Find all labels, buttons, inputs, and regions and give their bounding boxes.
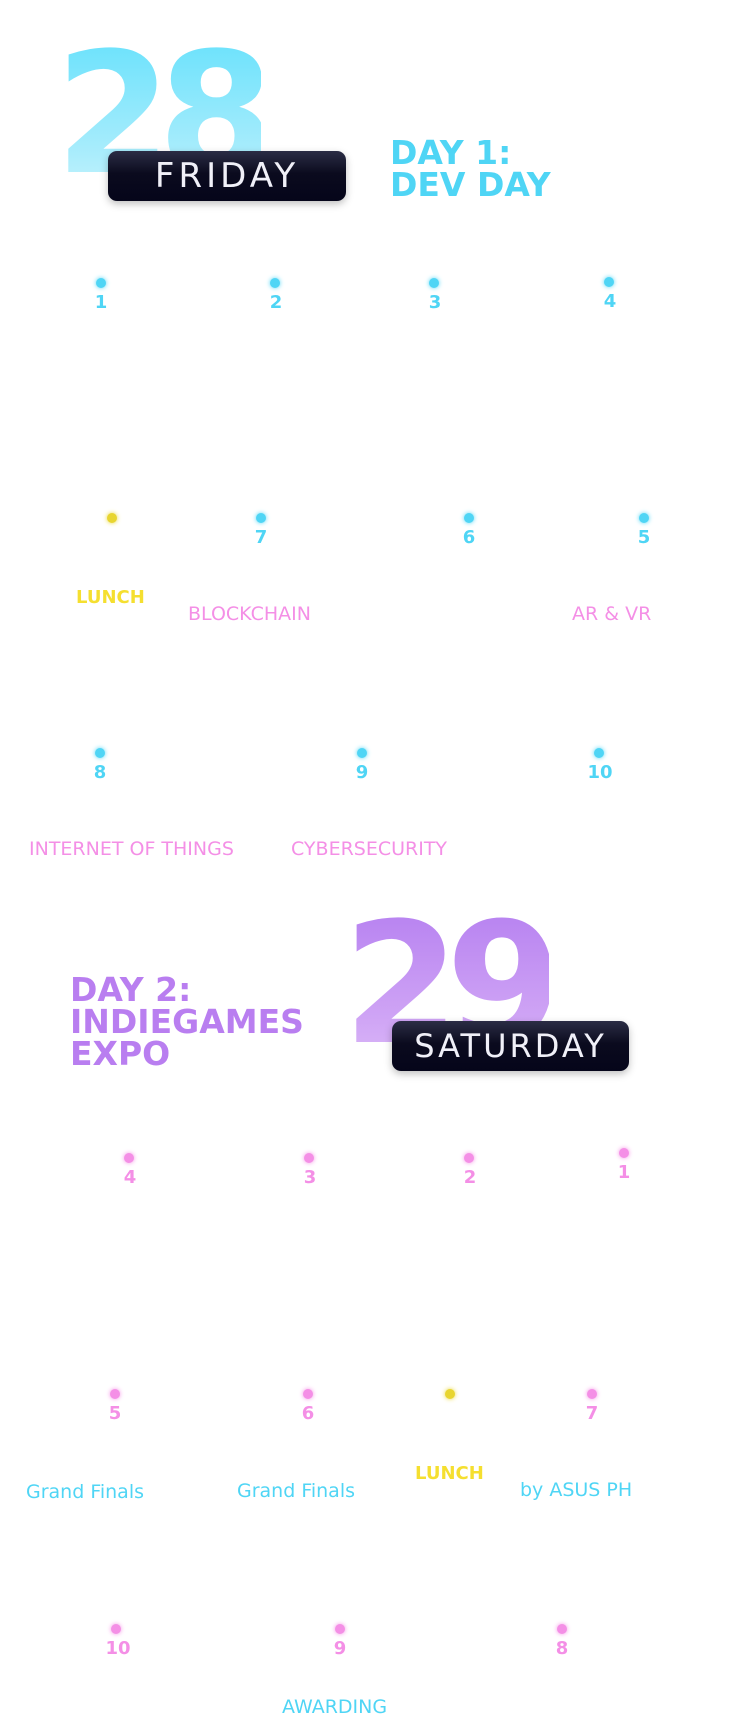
day1-node-dot: [429, 278, 439, 288]
day2-node-dot: [303, 1389, 313, 1399]
day1-node-number: 7: [254, 527, 268, 548]
day1-node-dot: [270, 278, 280, 288]
day2-topic-grand-finals-2: Grand Finals: [237, 1480, 356, 1502]
day1-title: DAY 1: DEV DAY: [390, 133, 551, 204]
day1-node-dot: [96, 278, 106, 288]
day2-node-dot: [124, 1153, 134, 1163]
day2-node-number: 3: [303, 1167, 317, 1188]
day2-weekday-badge: SATURDAY: [392, 1021, 629, 1071]
day2-node-number: 6: [301, 1403, 315, 1424]
day1-node-dot: [95, 748, 105, 758]
day1-node-dot: [464, 513, 474, 523]
day1-node-number: 5: [637, 527, 651, 548]
day2-topic-awarding: AWARDING: [282, 1696, 388, 1718]
day1-node-number: 4: [603, 291, 617, 312]
day1-lunch-label: LUNCH: [76, 587, 145, 608]
day1-lunch-dot: [107, 513, 117, 523]
day1-node-dot: [594, 748, 604, 758]
day2-node-dot: [111, 1624, 121, 1634]
day2-node-number: 1: [617, 1162, 631, 1183]
day1-topic-iot: INTERNET OF THINGS: [29, 838, 234, 860]
day1-node-number: 3: [428, 292, 442, 313]
day2-topic-by-asus: by ASUS PH: [520, 1479, 633, 1501]
day2-node-number: 4: [123, 1167, 137, 1188]
day1-node-number: 8: [93, 762, 107, 783]
day2-node-number: 9: [333, 1638, 347, 1659]
day2-title: DAY 2: INDIEGAMES EXPO: [70, 970, 304, 1073]
day1-title-line2: DEV DAY: [390, 165, 551, 204]
day1-title-line1: DAY 1:: [390, 133, 512, 172]
day2-node-dot: [619, 1148, 629, 1158]
day1-node-dot: [604, 277, 614, 287]
day2-node-number: 10: [105, 1638, 131, 1659]
day2-title-line3: EXPO: [70, 1034, 171, 1073]
day2-node-dot: [304, 1153, 314, 1163]
day1-weekday-badge: FRIDAY: [108, 151, 346, 201]
day2-lunch-dot: [445, 1389, 455, 1399]
day2-node-dot: [110, 1389, 120, 1399]
day1-node-number: 10: [587, 762, 613, 783]
day1-node-dot: [256, 513, 266, 523]
day2-node-dot: [587, 1389, 597, 1399]
day1-node-number: 2: [269, 292, 283, 313]
day1-topic-ar-vr: AR & VR: [572, 603, 652, 625]
day2-node-number: 5: [108, 1403, 122, 1424]
day1-node-number: 9: [355, 762, 369, 783]
day2-lunch-label: LUNCH: [415, 1463, 484, 1484]
day2-node-dot: [335, 1624, 345, 1634]
day2-node-number: 7: [585, 1403, 599, 1424]
day2-node-dot: [464, 1153, 474, 1163]
day2-node-number: 8: [555, 1638, 569, 1659]
day2-topic-grand-finals-1: Grand Finals: [26, 1481, 145, 1503]
day2-title-line1: DAY 2:: [70, 970, 192, 1009]
day2-node-dot: [557, 1624, 567, 1634]
day1-node-dot: [357, 748, 367, 758]
day2-title-line2: INDIEGAMES: [70, 1002, 304, 1041]
day1-node-dot: [639, 513, 649, 523]
day1-node-number: 6: [462, 527, 476, 548]
day1-topic-cybersecurity: CYBERSECURITY: [291, 838, 448, 860]
day2-node-number: 2: [463, 1167, 477, 1188]
day1-node-number: 1: [94, 292, 108, 313]
day1-topic-blockchain: BLOCKCHAIN: [188, 603, 311, 625]
